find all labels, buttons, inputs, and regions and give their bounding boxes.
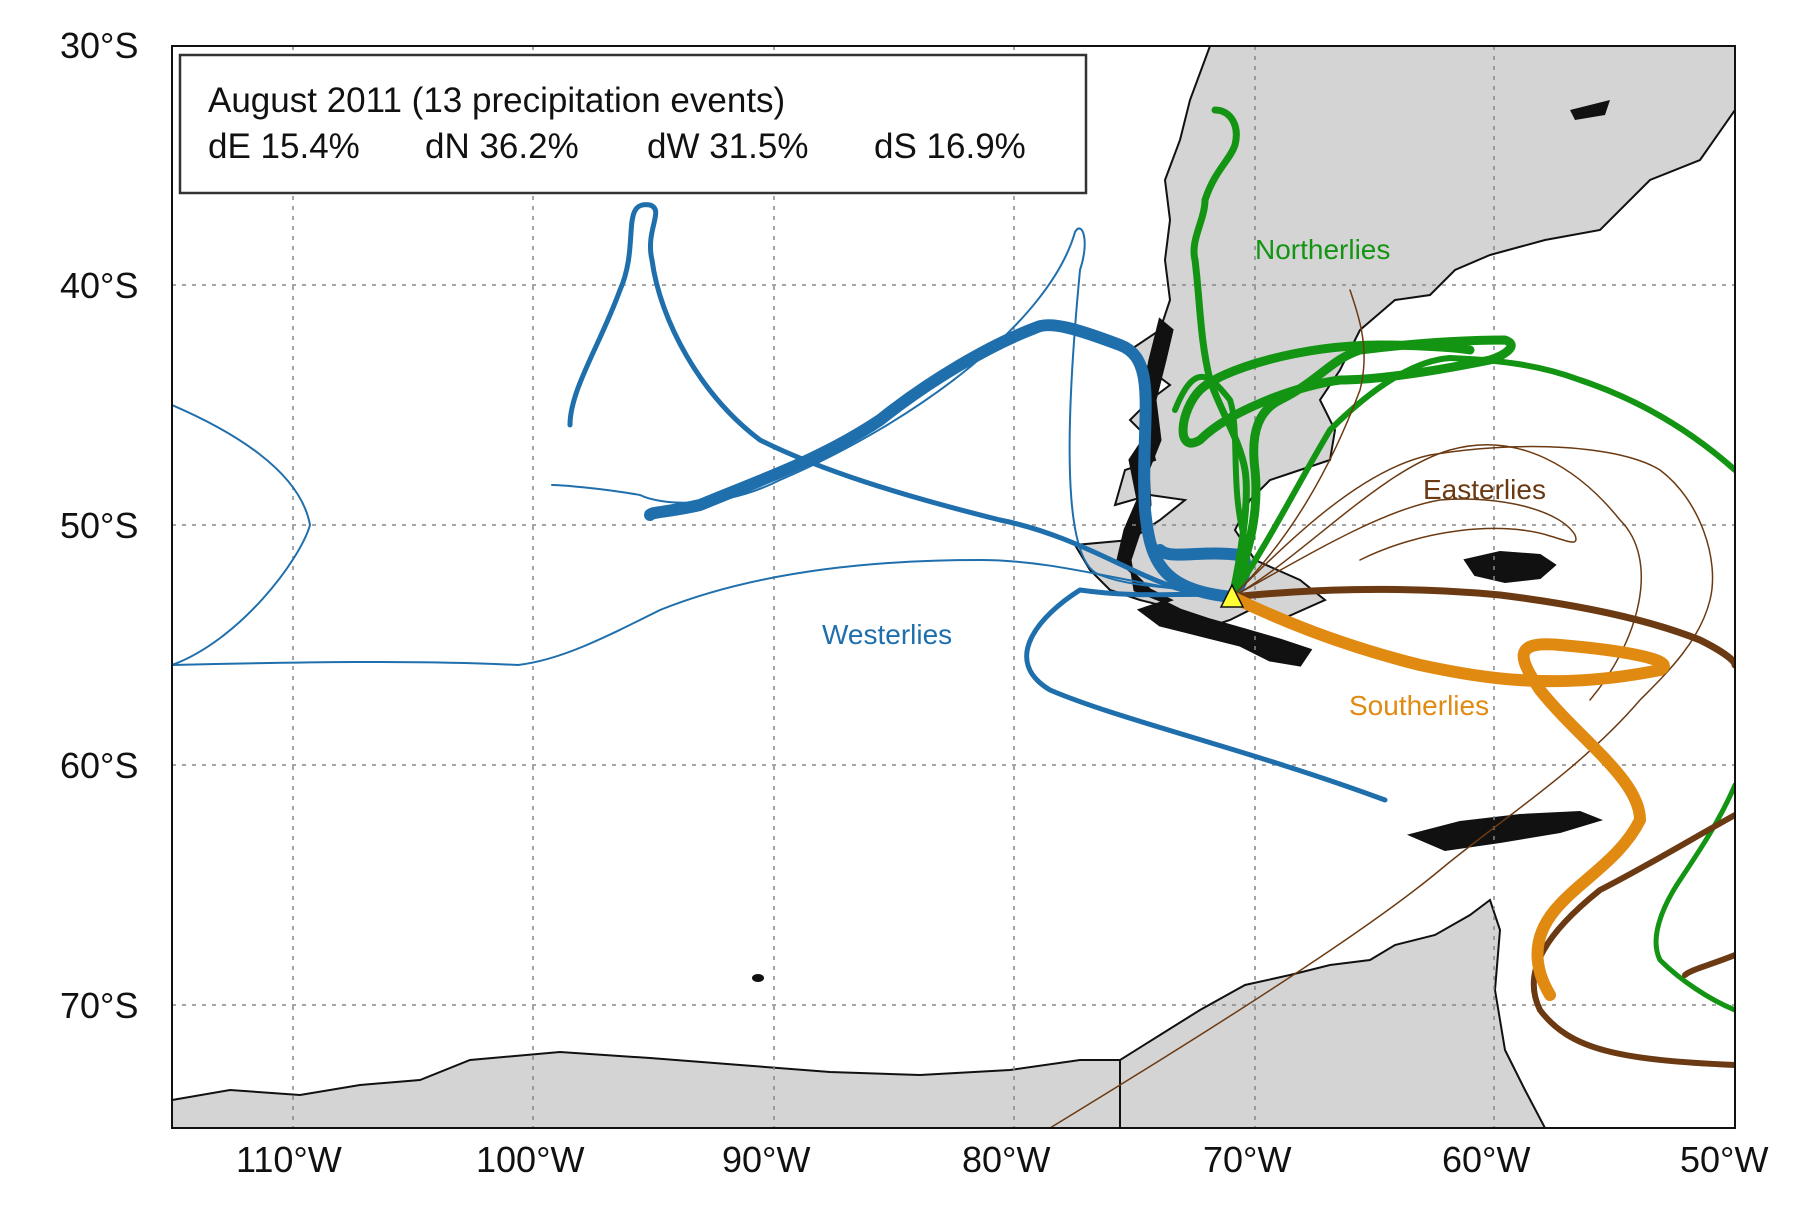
easterlies-track-thin-3 [1231,289,1365,598]
lat-tick-label: 40°S [60,265,138,306]
info-box-frame [178,53,1088,195]
easterlies-track-3 [1682,952,1735,978]
lat-tick-label: 70°S [60,985,138,1026]
easterlies-track-thin-2 [1231,498,1577,598]
graticule [172,46,1735,1128]
info-title: August 2011 (13 precipitation events) [208,81,785,120]
easterlies-track-thin-1 [1049,445,1714,1128]
lon-tick-label: 80°W [962,1139,1050,1180]
easterlies-track-thin-4 [1231,444,1642,701]
lat-tick-label: 50°S [60,505,138,546]
westerlies-track-4 [172,404,1233,666]
info-stat-ds: dS 16.9% [874,127,1026,166]
antarctic-peninsula [1119,898,1547,1128]
westerlies-track-1 [567,202,1235,600]
info-stat-de: dE 15.4% [208,127,360,166]
label-westerlies: Westerlies [822,619,952,650]
northerlies-track-4 [1172,373,1250,600]
label-southerlies: Southerlies [1349,690,1489,721]
site-marker-triangle [1219,583,1245,608]
westerlies-track-thick [644,319,1238,603]
easterlies-track-thick [1228,585,1735,669]
river-plate [1570,100,1610,120]
lon-tick-label: 100°W [476,1139,584,1180]
info-box: August 2011 (13 precipitation events) dE… [178,53,1088,195]
westerlies-track-2 [1024,587,1388,803]
antarctic-islands [1406,810,1604,852]
northerlies-track-2 [1190,106,1250,601]
label-easterlies: Easterlies [1423,474,1546,505]
plot-frame [171,45,1736,1129]
northerlies-track-thick [1178,335,1516,602]
lon-tick-label: 110°W [236,1139,342,1180]
southerlies-trajectories [1226,591,1670,1001]
westerlies-trajectories [172,202,1388,803]
southerlies-track-thick [1226,591,1670,1001]
antarctica-coast [172,1050,1121,1128]
lat-tick-label: 60°S [60,745,138,786]
lat-axis: 30°S 40°S 50°S 60°S 70°S [60,25,138,1026]
info-stat-dn: dN 36.2% [425,127,579,166]
info-stat-dw: dW 31.5% [647,127,808,166]
lon-tick-label: 50°W [1680,1139,1768,1180]
label-northerlies: Northerlies [1255,234,1390,265]
lon-tick-label: 90°W [722,1139,810,1180]
lon-tick-label: 70°W [1203,1139,1291,1180]
peter-island [752,974,764,982]
northerlies-track-3 [1229,355,1735,600]
lat-tick-label: 30°S [60,25,138,66]
lon-tick-label: 60°W [1442,1139,1530,1180]
lon-axis: 110°W 100°W 90°W 80°W 70°W 60°W 50°W [236,1139,1768,1180]
falkland-islands [1463,550,1557,584]
